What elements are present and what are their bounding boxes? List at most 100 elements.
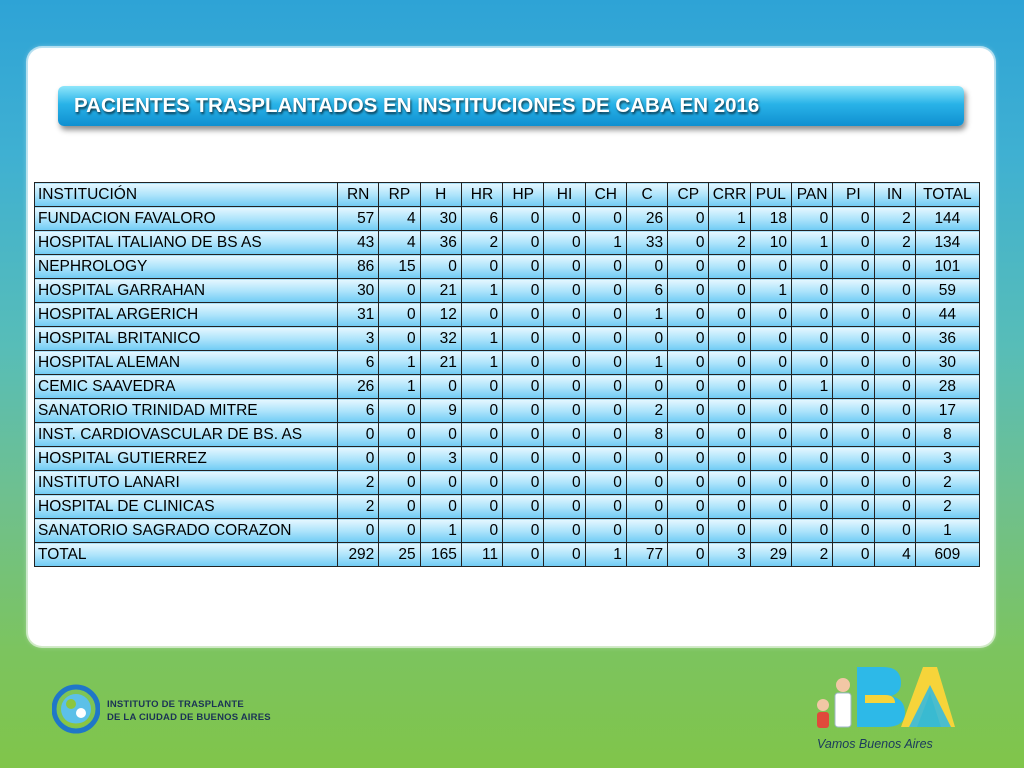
column-header: RP [378, 182, 421, 207]
table-cell: 0 [337, 422, 380, 447]
table-cell: 0 [543, 542, 586, 567]
ba-slogan: Vamos Buenos Aires [817, 737, 933, 751]
table-cell: 2 [337, 470, 380, 495]
table-cell: 0 [502, 470, 545, 495]
table-cell: 15 [378, 254, 421, 279]
table-row: HOSPITAL DE CLINICAS 2 0 0 0 0 0 0 0 0 0 0 0 0 0 2 [33, 494, 981, 519]
table-cell: 32 [419, 326, 462, 351]
table-cell: 36 [419, 230, 462, 255]
table-cell: 30 [419, 206, 462, 231]
table-cell: 0 [502, 326, 545, 351]
table-cell: 0 [378, 278, 421, 303]
table-cell: 86 [337, 254, 380, 279]
table-cell: 165 [419, 542, 462, 567]
table-cell: 0 [873, 254, 916, 279]
column-header: C [625, 182, 669, 207]
table-cell: 0 [667, 542, 710, 567]
table-cell: 0 [749, 470, 792, 495]
table-cell: 0 [873, 374, 916, 399]
institution-cell: SANATORIO SAGRADO CORAZON [33, 518, 339, 543]
table-cell: 0 [873, 422, 916, 447]
table-cell: 0 [873, 446, 916, 471]
institution-cell: HOSPITAL DE CLINICAS [33, 494, 339, 519]
column-header: PI [832, 182, 875, 207]
institution-cell: FUNDACION FAVALORO [33, 206, 339, 231]
table-cell: 0 [749, 494, 792, 519]
table-cell: 0 [749, 254, 792, 279]
table-cell: 0 [790, 422, 834, 447]
table-cell: 26 [337, 374, 380, 399]
table-cell: 0 [749, 326, 792, 351]
table-cell: 0 [790, 206, 834, 231]
table-row: INSTITUTO LANARI 2 0 0 0 0 0 0 0 0 0 0 0 0 0 2 [33, 470, 981, 495]
table-cell: 1 [460, 326, 504, 351]
table-cell: 2 [625, 398, 669, 423]
table-cell: 0 [749, 422, 792, 447]
table-cell: 0 [749, 302, 792, 327]
table-cell: 0 [584, 398, 627, 423]
institution-cell: INSTITUCIÓN [33, 182, 339, 207]
table-row: HOSPITAL ARGERICH 31 0 12 0 0 0 0 1 0 0 0 0 0 0 44 [33, 302, 981, 327]
table-cell: 31 [337, 302, 380, 327]
table-cell: 36 [914, 326, 981, 351]
column-header: RN [337, 182, 380, 207]
table-cell: 0 [502, 518, 545, 543]
table-cell: 0 [832, 374, 875, 399]
table-cell: 0 [337, 518, 380, 543]
table-cell: 0 [584, 254, 627, 279]
slide-title-bar: PACIENTES TRASPLANTADOS EN INSTITUCIONES… [58, 86, 964, 126]
institution-cell: CEMIC SAAVEDRA [33, 374, 339, 399]
table-cell: 0 [749, 398, 792, 423]
ba-logo-icon [817, 667, 955, 728]
table-cell: 0 [708, 350, 751, 375]
table-cell: 1 [914, 518, 981, 543]
table-row: NEPHROLOGY 86 15 0 0 0 0 0 0 0 0 0 0 0 0 101 [33, 254, 981, 279]
table-cell: 0 [584, 470, 627, 495]
transplant-table: INSTITUCIÓN RN RP H HR HP HI CH C CP CRR PUL PAN PI IN… [33, 182, 981, 567]
table-cell: 0 [502, 422, 545, 447]
table-cell: 0 [502, 254, 545, 279]
table-cell: 0 [543, 254, 586, 279]
table-cell: 30 [337, 278, 380, 303]
table-cell: 4 [378, 206, 421, 231]
column-header: H [419, 182, 462, 207]
table-cell: 3 [914, 446, 981, 471]
table-cell: 0 [419, 422, 462, 447]
table-cell: 0 [460, 422, 504, 447]
table-cell: 0 [625, 374, 669, 399]
table-cell: 0 [625, 518, 669, 543]
table-cell: 0 [708, 278, 751, 303]
table-cell: 11 [460, 542, 504, 567]
table-cell: 609 [914, 542, 981, 567]
table-cell: 2 [873, 206, 916, 231]
table-cell: 0 [667, 350, 710, 375]
table-cell: 8 [625, 422, 669, 447]
table-cell: 0 [543, 398, 586, 423]
table-cell: 0 [625, 326, 669, 351]
table-cell: 0 [337, 446, 380, 471]
table-cell: 0 [584, 518, 627, 543]
table-cell: 1 [790, 230, 834, 255]
table-cell: 1 [625, 302, 669, 327]
table-cell: 0 [832, 254, 875, 279]
table-cell: 1 [584, 230, 627, 255]
institution-cell: HOSPITAL GUTIERREZ [33, 446, 339, 471]
table-cell: 0 [749, 518, 792, 543]
table-cell: 0 [790, 254, 834, 279]
table-cell: 1 [625, 350, 669, 375]
table-cell: 0 [584, 206, 627, 231]
table-cell: 0 [378, 518, 421, 543]
table-cell: 3 [337, 326, 380, 351]
table-cell: 0 [873, 326, 916, 351]
logo-line1: INSTITUTO DE TRASPLANTE [107, 699, 244, 710]
table-cell: 0 [832, 518, 875, 543]
institution-cell: NEPHROLOGY [33, 254, 339, 279]
table-cell: 0 [378, 470, 421, 495]
table-cell: 0 [584, 374, 627, 399]
table-cell: 0 [460, 518, 504, 543]
table-cell: 0 [832, 422, 875, 447]
column-header: TOTAL [914, 182, 981, 207]
column-header: CRR [708, 182, 751, 207]
table-cell: 0 [832, 446, 875, 471]
table-cell: 21 [419, 278, 462, 303]
